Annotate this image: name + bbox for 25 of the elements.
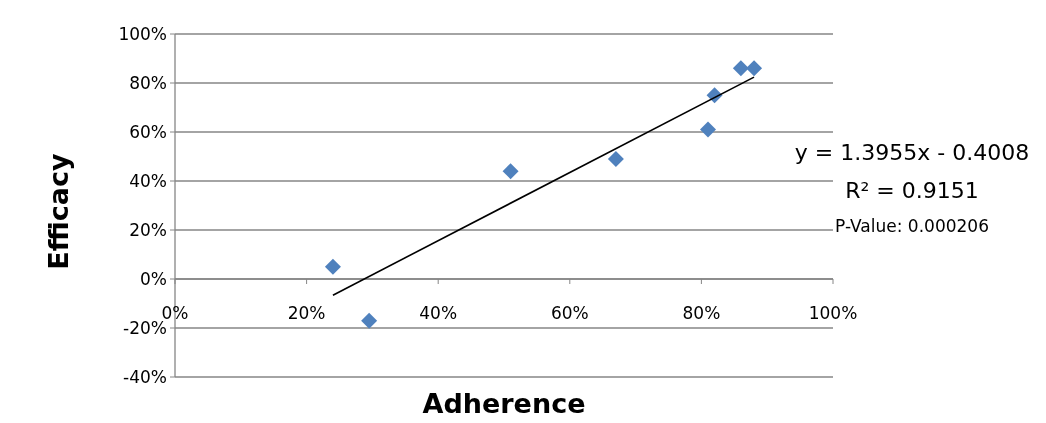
- point: [324, 258, 341, 275]
- y-tick-label: 0%: [140, 269, 167, 289]
- x-tick-label: 20%: [287, 303, 326, 323]
- y-axis-title: Efficacy: [43, 152, 74, 270]
- point: [746, 60, 763, 77]
- y-tick-label: -20%: [123, 318, 167, 338]
- point: [502, 163, 519, 180]
- point: [607, 150, 624, 167]
- x-tick-label: 100%: [808, 303, 858, 323]
- x-tick-label: 80%: [682, 303, 721, 323]
- point: [361, 312, 378, 329]
- y-tick-label: 100%: [118, 24, 167, 44]
- y-tick-label: 80%: [129, 73, 167, 93]
- annotation: y = 1.3955x - 0.4008: [794, 140, 1030, 165]
- text: P-Value: 0.000206: [835, 216, 989, 236]
- x-tick-label: 40%: [419, 303, 458, 323]
- y-tick-label: 20%: [129, 220, 167, 240]
- y-tick-label: 40%: [129, 171, 167, 191]
- x-tick-label: 60%: [550, 303, 589, 323]
- y-tick-label: -40%: [123, 367, 167, 387]
- text: R² = 0.9151: [845, 178, 979, 203]
- point: [732, 60, 749, 77]
- point: [699, 121, 716, 138]
- x-axis-title: Adherence: [422, 388, 586, 419]
- y-tick-label: 60%: [129, 122, 167, 142]
